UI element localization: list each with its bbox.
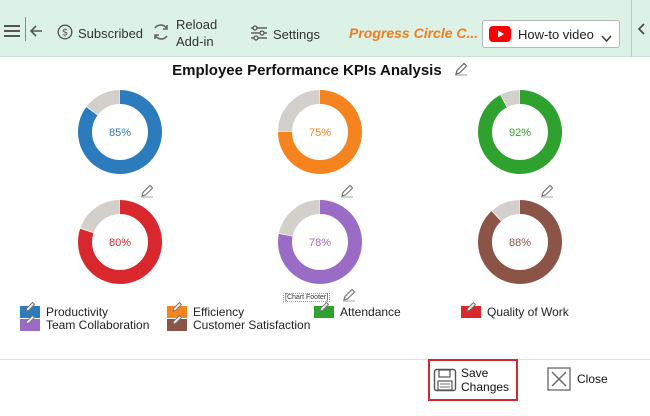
legend-item[interactable]: Quality of Work: [461, 301, 569, 319]
edit-title-pencil-icon[interactable]: [454, 62, 468, 80]
dollar-circle-icon: $: [57, 24, 73, 43]
chevron-left-icon: [637, 22, 645, 40]
legend-swatch: [167, 301, 187, 318]
donut-chart-team-collaboration: 78%: [278, 200, 362, 284]
donut-progress-arc: [478, 200, 562, 284]
floppy-disk-icon: [433, 368, 457, 392]
legend-item[interactable]: Customer Satisfaction: [167, 314, 311, 332]
legend-label: Quality of Work: [487, 305, 569, 319]
reload-label-line2: Add-in: [176, 34, 214, 49]
legend-item[interactable]: Efficiency: [167, 301, 245, 319]
chevron-down-icon: [601, 30, 612, 48]
svg-text:$: $: [62, 28, 68, 39]
legend-label: Efficiency: [193, 305, 245, 319]
donut-progress-arc: [278, 90, 362, 174]
youtube-icon: [489, 26, 511, 42]
refresh-icon: [151, 22, 171, 45]
legend-item[interactable]: Productivity: [20, 301, 109, 319]
addin-title: Progress Circle C...: [349, 25, 479, 41]
donut-progress-arc: [78, 90, 162, 174]
pencil-icon: [25, 314, 36, 325]
donut-value-label: 80%: [109, 237, 131, 249]
donut-progress-arc: [278, 200, 362, 284]
donut-chart-quality-of-work: 80%: [78, 200, 162, 284]
pencil-icon: [172, 314, 183, 325]
edit-chart-pencil-icon[interactable]: [340, 184, 354, 203]
legend-swatch: [20, 301, 40, 318]
legend-label: Customer Satisfaction: [193, 318, 311, 332]
donut-value-label: 75%: [309, 127, 331, 139]
pencil-icon: [25, 301, 36, 312]
legend-label: Attendance: [340, 305, 401, 319]
legend-swatch: [314, 301, 334, 318]
settings-label: Settings: [273, 27, 320, 42]
pencil-icon: [319, 301, 330, 312]
bottom-action-bar: [0, 359, 650, 416]
subscribed-button[interactable]: $ Subscribed: [57, 24, 143, 43]
toolbar: $ Subscribed Reload Add-in Settings Prog…: [0, 0, 650, 57]
side-panel-toggle[interactable]: [631, 0, 650, 57]
close-label: Close: [577, 372, 608, 386]
sliders-icon: [250, 25, 268, 44]
close-icon: [547, 367, 571, 391]
donut-value-label: 78%: [309, 237, 331, 249]
donut-value-label: 92%: [509, 127, 531, 139]
save-changes-button[interactable]: Save Changes: [428, 359, 518, 401]
how-to-video-label: How-to video: [518, 26, 594, 42]
donut-progress-arc: [78, 200, 162, 284]
donut-progress-arc: [478, 90, 562, 174]
legend-item[interactable]: Attendance: [314, 301, 401, 319]
hamburger-menu-icon[interactable]: [4, 24, 20, 38]
edit-footer-pencil-icon[interactable]: [342, 288, 356, 307]
legend-swatch: [167, 314, 187, 331]
edit-chart-pencil-icon[interactable]: [140, 184, 154, 203]
legend-item[interactable]: Team Collaboration: [20, 314, 150, 332]
legend-label: Productivity: [46, 305, 109, 319]
how-to-video-dropdown[interactable]: How-to video: [482, 20, 620, 48]
close-button[interactable]: Close: [547, 367, 608, 391]
donut-chart-efficiency: 75%: [278, 90, 362, 174]
reload-addin-button[interactable]: Reload Add-in: [151, 16, 217, 50]
subscribed-label: Subscribed: [78, 26, 144, 41]
legend-swatch: [461, 301, 481, 318]
chart-title-text: Employee Performance KPIs Analysis: [172, 62, 442, 79]
reload-label-line1: Reload: [176, 17, 218, 32]
donut-chart-productivity: 85%: [78, 90, 162, 174]
donut-value-label: 88%: [509, 237, 531, 249]
toolbar-divider: [25, 17, 26, 41]
chart-title[interactable]: Employee Performance KPIs Analysis: [0, 62, 640, 80]
edit-chart-pencil-icon[interactable]: [540, 184, 554, 203]
settings-button[interactable]: Settings: [250, 25, 320, 44]
chart-footer-placeholder[interactable]: [Chart Footer]: [283, 293, 331, 302]
pencil-icon: [466, 301, 477, 312]
back-arrow-icon[interactable]: [29, 24, 43, 38]
donut-chart-customer-satisfaction: 88%: [478, 200, 562, 284]
save-label-line1: Save: [461, 366, 489, 380]
donut-value-label: 85%: [109, 127, 131, 139]
pencil-icon: [172, 301, 183, 312]
legend-swatch: [20, 314, 40, 331]
donut-chart-attendance: 92%: [478, 90, 562, 174]
legend-label: Team Collaboration: [46, 318, 150, 332]
save-label-line2: Changes: [461, 380, 510, 394]
